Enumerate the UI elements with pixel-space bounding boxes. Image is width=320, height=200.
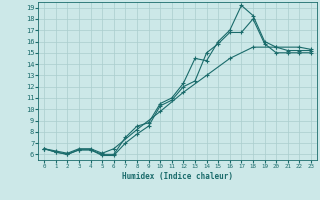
- X-axis label: Humidex (Indice chaleur): Humidex (Indice chaleur): [122, 172, 233, 181]
